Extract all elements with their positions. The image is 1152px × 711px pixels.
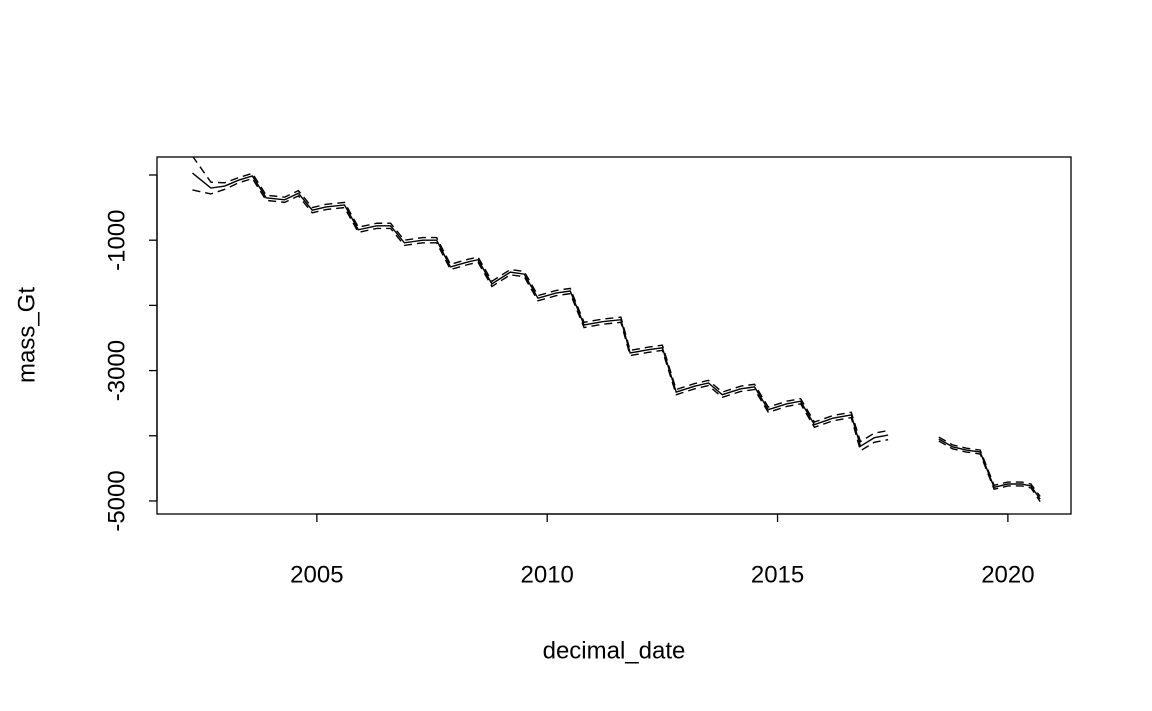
y-axis-title: mass_Gt (13, 287, 40, 383)
x-tick-label: 2005 (290, 561, 343, 588)
series-line (192, 177, 1041, 503)
series-line (192, 157, 1041, 497)
y-tick-label: -1000 (103, 209, 130, 270)
plot-area (192, 157, 1041, 503)
x-tick-label: 2020 (981, 561, 1034, 588)
x-tick-label: 2015 (751, 561, 804, 588)
plot-box (156, 156, 1072, 515)
x-axis-title: decimal_date (543, 637, 686, 664)
x-tick-label: 2010 (521, 561, 574, 588)
y-tick-label: -5000 (103, 470, 130, 531)
series-line (192, 172, 1041, 500)
y-tick-label: -3000 (103, 340, 130, 401)
